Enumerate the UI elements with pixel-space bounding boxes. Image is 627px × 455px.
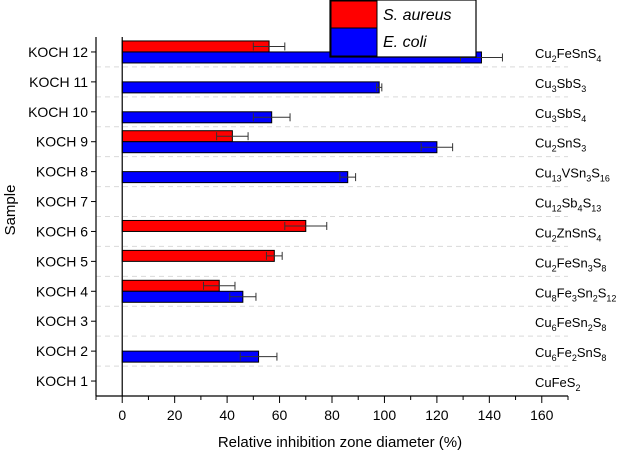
formula-label: Cu2FeSnS4 xyxy=(535,46,601,64)
formula-label: Cu3SbS4 xyxy=(535,106,586,124)
bar-e-coli-koch-11 xyxy=(121,81,380,94)
legend-label-e-coli: E. coli xyxy=(383,34,427,51)
x-tick-label: 60 xyxy=(272,407,288,423)
gridlines xyxy=(96,66,568,367)
x-tick-label: 80 xyxy=(324,407,340,423)
error-bars xyxy=(203,42,503,361)
legend-swatch-e-coli xyxy=(330,27,378,57)
formula-label: Cu8Fe3Sn2S12 xyxy=(535,285,616,303)
legend: S. aureus E. coli xyxy=(329,0,477,58)
y-tick-label: KOCH 1 xyxy=(36,373,88,389)
y-tick-label: KOCH 7 xyxy=(36,194,88,210)
bar-e-coli-koch-10 xyxy=(121,111,273,124)
legend-swatch-s-aureus xyxy=(330,0,378,29)
y-tick-label: KOCH 12 xyxy=(28,44,88,60)
y-tick-label: KOCH 2 xyxy=(36,343,88,359)
category-labels: KOCH 1 KOCH 2 KOCH 3 KOCH 4 KOCH 5 KOCH 6 KOCH… xyxy=(28,44,88,389)
bar-e-coli-koch-8 xyxy=(121,171,349,184)
bar-e-coli-koch-4 xyxy=(121,290,244,303)
x-ticks: 0 20 40 60 80 100 120 140 160 xyxy=(95,396,569,423)
bar-s-aureus-koch-9 xyxy=(121,130,233,143)
formula-label: Cu2FeSn3S8 xyxy=(535,255,606,273)
y-tick-label: KOCH 4 xyxy=(36,283,88,299)
y-tick-label: KOCH 9 xyxy=(36,134,88,150)
bar-s-aureus-koch-12 xyxy=(121,40,270,53)
x-tick-label: 120 xyxy=(425,407,449,423)
y-tick-label: KOCH 10 xyxy=(28,104,88,120)
formula-label: Cu12Sb4S13 xyxy=(535,196,601,214)
x-tick-label: 40 xyxy=(219,407,235,423)
formula-labels: CuFeS2 Cu6Fe2SnS8 Cu6FeSn2S8 Cu8Fe3Sn2S12 Cu… xyxy=(535,46,616,393)
bar-s-aureus-koch-6 xyxy=(121,219,307,232)
x-tick-label: 160 xyxy=(530,407,554,423)
y-axis-title: Sample xyxy=(2,185,19,236)
formula-label: Cu2ZnSnS4 xyxy=(535,225,601,243)
x-tick-label: 0 xyxy=(118,407,126,423)
y-tick-label: KOCH 6 xyxy=(36,223,88,239)
x-tick-label: 140 xyxy=(478,407,502,423)
bar-e-coli-koch-2 xyxy=(121,350,260,363)
x-axis-title: Relative inhibition zone diameter (%) xyxy=(218,434,462,451)
bars xyxy=(121,40,482,363)
y-tick-label: KOCH 11 xyxy=(29,74,88,90)
formula-label: Cu13VSn3S16 xyxy=(535,166,610,184)
formula-label: Cu3SbS3 xyxy=(535,76,586,94)
formula-label: Cu2SnS3 xyxy=(535,136,586,154)
x-tick-label: 100 xyxy=(373,407,397,423)
legend-label-s-aureus: S. aureus xyxy=(383,7,451,24)
bar-e-coli-koch-9 xyxy=(121,141,438,154)
bar-s-aureus-koch-5 xyxy=(121,249,275,262)
y-tick-label: KOCH 5 xyxy=(36,253,88,269)
formula-label: CuFeS2 xyxy=(535,375,580,393)
x-tick-label: 20 xyxy=(167,407,183,423)
y-tick-label: KOCH 8 xyxy=(36,164,88,180)
formula-label: Cu6Fe2SnS8 xyxy=(535,345,606,363)
y-tick-label: KOCH 3 xyxy=(36,313,88,329)
formula-label: Cu6FeSn2S8 xyxy=(535,315,606,333)
